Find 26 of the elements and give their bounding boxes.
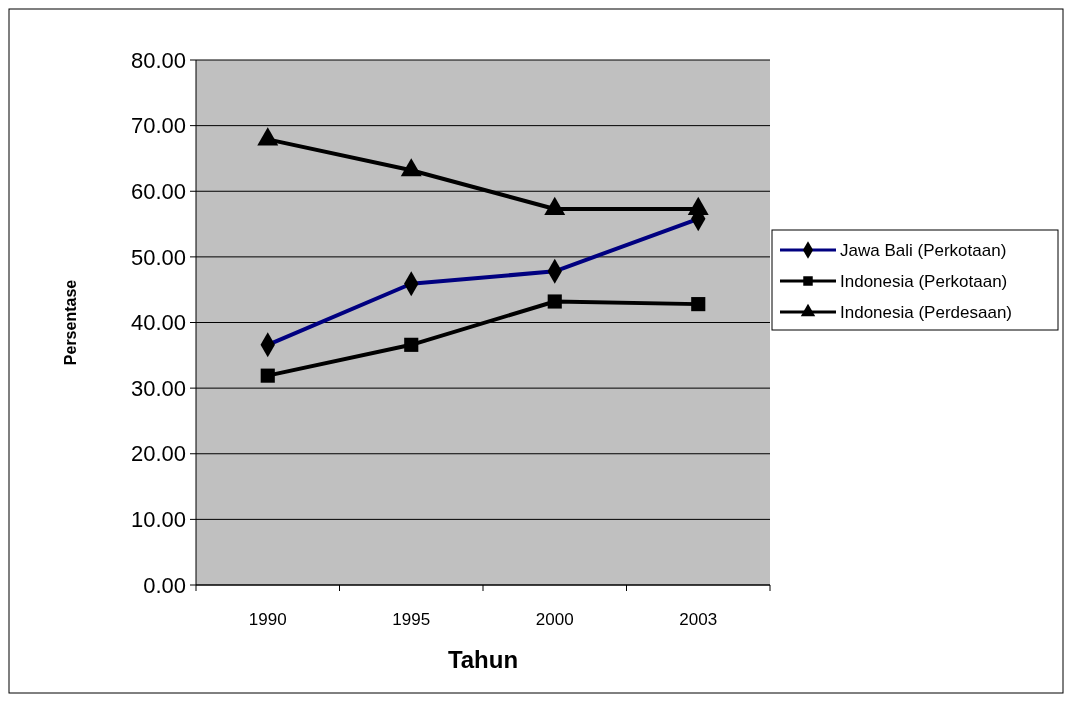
x-tick-label: 2003 xyxy=(679,610,718,629)
point xyxy=(400,158,422,177)
legend-label: Indonesia (Perdesaan) xyxy=(840,302,1013,322)
x-tick-label: 1990 xyxy=(248,610,287,629)
y-tick-label: 50.00 xyxy=(130,244,186,270)
y-tick-label: 80.00 xyxy=(130,47,186,73)
y-tick-label: 0.00 xyxy=(143,572,186,598)
y-tick-label: 10.00 xyxy=(130,507,186,533)
y-tick-label: 40.00 xyxy=(130,310,186,336)
point xyxy=(257,127,279,146)
point xyxy=(691,297,706,312)
point xyxy=(544,196,566,216)
y-tick-label: 70.00 xyxy=(130,113,186,139)
x-tick-label: 1995 xyxy=(392,610,431,629)
x-tick-label: 2000 xyxy=(535,610,574,629)
x-axis-title: Tahun xyxy=(447,646,519,673)
point xyxy=(687,196,709,216)
y-tick-label: 60.00 xyxy=(130,178,186,204)
point xyxy=(547,294,562,309)
point xyxy=(404,337,419,352)
y-tick-label: 20.00 xyxy=(130,441,186,467)
y-axis-title: Persentase xyxy=(62,279,79,366)
point xyxy=(260,368,275,383)
y-tick-label: 30.00 xyxy=(130,375,186,401)
legend-label: Jawa Bali (Perkotaan) xyxy=(840,240,1007,260)
legend-label: Indonesia (Perkotaan) xyxy=(840,271,1008,291)
